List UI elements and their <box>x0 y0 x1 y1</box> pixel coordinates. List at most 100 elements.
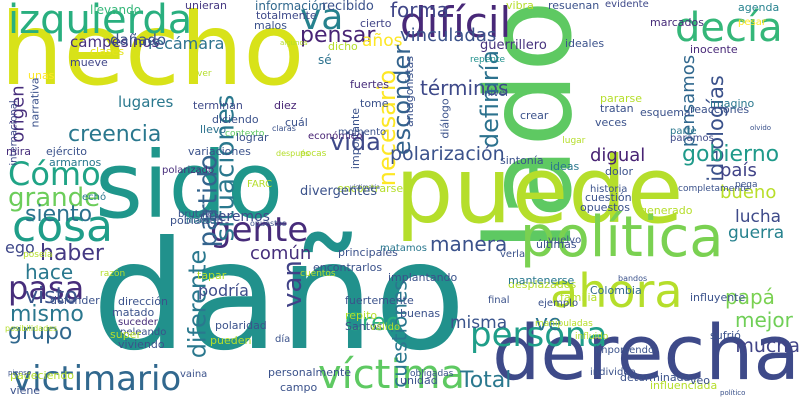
word-viene: viene <box>10 385 40 396</box>
word-final: final <box>488 296 510 306</box>
word-ideas: ideas <box>550 161 579 172</box>
word-llevando: llevando <box>90 4 141 16</box>
word-defender: defender <box>50 295 100 306</box>
word-matamos: matamos <box>380 244 427 254</box>
word-evidente: evidente <box>605 0 649 10</box>
word-opuestos: opuestos <box>580 202 630 213</box>
word-influido: influido <box>575 333 608 342</box>
word-viviendo: viviendo <box>118 339 165 350</box>
word-fuertes: fuertes <box>350 79 389 90</box>
word-implantando: implantando <box>388 272 457 283</box>
word-terminan: terminan <box>193 100 243 111</box>
word-antagonistas: antagonistas <box>404 56 415 127</box>
word-siento: siento <box>25 204 92 226</box>
word-misma: misma <box>450 315 507 332</box>
word-verla: verla <box>500 250 525 260</box>
word-cuentos: cuentos <box>300 270 336 279</box>
word-pesar: pesar <box>738 18 766 28</box>
word-marcados: marcados <box>650 17 704 28</box>
word-dialogo: diálogo <box>440 98 451 138</box>
word-politico: político <box>720 390 745 397</box>
word-lugar: lugar <box>562 137 585 146</box>
word-dolor: dolor <box>605 166 633 177</box>
word-colombia: Colombia <box>590 285 642 296</box>
word-total: Total <box>460 370 511 392</box>
word-momento: momento <box>338 128 386 138</box>
word-mueve: mueve <box>70 57 108 68</box>
word-hace: hace <box>25 262 73 282</box>
word-ideales: ideales <box>565 38 604 49</box>
word-poseia: poseía <box>23 251 52 260</box>
word-pueden: pueden <box>210 335 251 346</box>
word-brutales: brutales <box>178 210 219 220</box>
word-imagino: imagino <box>710 98 754 109</box>
word-tome: tome <box>360 98 389 109</box>
word-mucha: mucha <box>735 337 800 356</box>
word-vaina: vaina <box>180 370 207 380</box>
word-esquema: esquema <box>640 107 691 118</box>
word-creencia: creencia <box>68 124 161 146</box>
word-posibilidades: posibilidades <box>5 325 57 333</box>
word-ver: ver <box>197 70 212 79</box>
word-personalmente: personalmente <box>268 367 351 378</box>
word-paramos: paramos <box>670 134 714 144</box>
word-malos: malos <box>254 20 287 31</box>
word-echo: echó <box>82 193 106 203</box>
word-campo: campo <box>280 382 317 393</box>
word-inocente: inocente <box>690 44 738 55</box>
word-buenas: buenas <box>400 308 440 319</box>
word-dia: día <box>275 335 290 345</box>
word-tapar: tapar <box>197 270 226 281</box>
word-mira: mira <box>6 146 31 157</box>
word-veces: veces <box>595 117 627 128</box>
word-opuestos: opuestos <box>250 220 286 228</box>
word-repente: repente <box>470 56 505 65</box>
word-diferente: diferente <box>185 250 209 359</box>
word-bandos: bandos <box>618 275 647 283</box>
word-influyente: influyente <box>690 292 745 303</box>
word-resuenan: resuenan <box>548 0 599 11</box>
word-crear: crear <box>520 110 548 121</box>
word-farc: FARC <box>247 180 272 190</box>
word-lugares: lugares <box>118 95 173 110</box>
word-claras: claras <box>272 125 296 133</box>
word-van: van <box>280 260 306 308</box>
word-vuelvo: vuelvo <box>548 236 581 246</box>
word-unieran: unieran <box>185 0 227 11</box>
word-armarnos: armarnos <box>49 157 101 168</box>
word-pararse: pararse <box>600 93 642 104</box>
word-forma: forma <box>390 0 449 20</box>
word-vibra: vibra <box>506 0 534 11</box>
word-manera: manera <box>430 234 507 254</box>
word-narrativa: narrativa <box>29 78 40 128</box>
word-veo: veo <box>690 375 710 386</box>
word-polaridad: polaridad <box>215 320 267 331</box>
word-fuertemente: fuertemente <box>345 295 414 306</box>
word-dicho: dicho <box>328 41 358 52</box>
word-historia: historia <box>590 185 627 195</box>
word-variaciones: variaciones <box>188 146 251 157</box>
word-digual: digual <box>590 147 645 165</box>
word-algunos: algunos <box>280 40 307 47</box>
word-razon: razón <box>100 270 125 279</box>
word-llevo: llevo <box>200 124 226 135</box>
word-polarizado: polarizado <box>162 166 214 176</box>
word-recibido: recibido <box>322 0 374 13</box>
word-agenda: agenda <box>738 2 779 13</box>
word-pocas: pocas <box>300 150 326 159</box>
word-nivel: nivel <box>484 89 508 99</box>
word-generado: generado <box>640 205 692 216</box>
word-sintonia: sintonía <box>500 155 544 166</box>
word-cierto: cierto <box>360 18 391 29</box>
word-familia: familia <box>560 292 597 303</box>
word-diez: diez <box>274 100 297 111</box>
word-valido: válido <box>370 323 400 333</box>
word-olvido: olvido <box>750 125 771 132</box>
word-pega: pega <box>735 181 757 190</box>
word-victimaria: víctimaria <box>350 185 380 191</box>
word-lograr: lograr <box>236 132 269 143</box>
word-guerrillero: guerrillero <box>480 39 547 52</box>
word-polarizacion: polarización <box>390 145 505 164</box>
word-imponiendo: imponiendo <box>595 346 654 356</box>
